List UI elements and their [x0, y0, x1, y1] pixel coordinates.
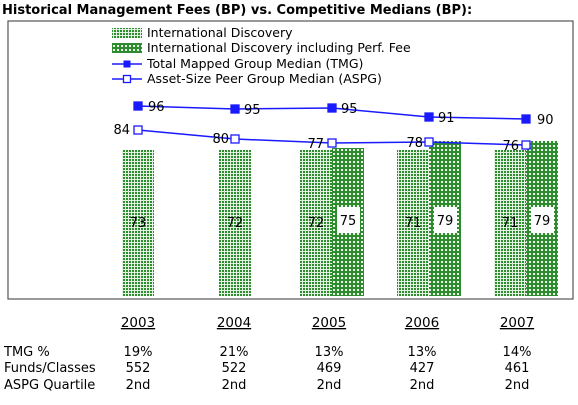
table-cell-funds-2007: 461 — [505, 361, 530, 376]
table-cell-funds-2004: 522 — [222, 361, 247, 376]
table-cell-tmg-pct-2006: 13% — [408, 345, 437, 360]
bar-label-discovery-2003: 73 — [130, 216, 147, 231]
legend: International Discovery International Di… — [112, 25, 411, 86]
marker-aspg-2004 — [230, 134, 240, 144]
legend-label-discovery-perf: International Discovery including Perf. … — [147, 40, 411, 55]
table-cell-quartile-2007: 2nd — [505, 378, 530, 393]
point-label-tmg-2006: 91 — [438, 111, 455, 126]
bar-label-box-perf-2005 — [337, 207, 360, 233]
bar-label-discovery-2004: 72 — [227, 216, 244, 231]
bar-label-discovery-2006: 71 — [405, 216, 422, 231]
point-label-aspg-2003: 84 — [113, 123, 130, 138]
point-label-aspg-2006: 78 — [406, 136, 423, 151]
table-cell-funds-2006: 427 — [410, 361, 435, 376]
table-cell-funds-2005: 469 — [317, 361, 342, 376]
table-cell-tmg-pct-2004: 21% — [220, 345, 249, 360]
table-cell-tmg-pct-2005: 13% — [315, 345, 344, 360]
bar-label-discovery-2007: 71 — [502, 216, 519, 231]
legend-label-aspg: Asset-Size Peer Group Median (ASPG) — [147, 71, 382, 86]
marker-tmg-2005 — [327, 103, 337, 113]
point-label-aspg-2007: 76 — [502, 139, 519, 154]
marker-aspg-2005 — [327, 138, 337, 148]
category-label-2005: 2005 — [312, 315, 346, 331]
table-cell-funds-2003: 552 — [126, 361, 151, 376]
point-label-tmg-2005: 95 — [341, 102, 358, 117]
bar-layer: 73 72 72 71 71 75 79 79 — [122, 141, 558, 296]
bar-label-discovery-2005: 72 — [308, 216, 325, 231]
category-label-2007: 2007 — [500, 315, 534, 331]
marker-aspg-2006 — [424, 137, 434, 147]
table-cell-quartile-2005: 2nd — [317, 378, 342, 393]
table-row-label-quartile: ASPG Quartile — [4, 378, 95, 393]
legend-swatch-discovery — [112, 28, 142, 38]
table-cell-tmg-pct-2007: 14% — [503, 345, 532, 360]
point-label-tmg-2003: 96 — [148, 100, 165, 115]
point-label-aspg-2004: 80 — [212, 132, 229, 147]
bar-discovery-2007 — [494, 150, 526, 296]
plot-frame — [7, 20, 574, 300]
table-cell-quartile-2003: 2nd — [126, 378, 151, 393]
bar-label-box-perf-2006 — [434, 207, 457, 233]
bar-discovery-2006 — [397, 150, 429, 296]
point-label-tmg-2004: 95 — [244, 103, 261, 118]
marker-tmg-2007 — [521, 114, 531, 124]
legend-label-discovery: International Discovery — [147, 25, 293, 40]
marker-tmg-2004 — [230, 104, 240, 114]
data-table: TMG % Funds/Classes ASPG Quartile 19% 21%… — [3, 345, 531, 393]
table-cell-tmg-pct-2003: 19% — [124, 345, 153, 360]
legend-marker-aspg — [122, 74, 132, 84]
category-label-2006: 2006 — [405, 315, 439, 331]
table-row-label-tmg-pct: TMG % — [3, 345, 50, 360]
point-label-aspg-2005: 77 — [307, 137, 324, 152]
bar-label-perf-2006: 79 — [437, 214, 454, 229]
marker-tmg-2003 — [133, 101, 143, 111]
table-row-label-funds: Funds/Classes — [4, 361, 96, 376]
category-axis: 2003 2004 2005 2006 2007 — [121, 315, 534, 331]
bar-discovery-2005 — [300, 150, 332, 296]
bar-label-box-perf-2007 — [531, 207, 554, 233]
bar-label-perf-2005: 75 — [340, 214, 357, 229]
marker-aspg-2003 — [133, 125, 143, 135]
table-cell-quartile-2004: 2nd — [222, 378, 247, 393]
category-label-2004: 2004 — [217, 315, 251, 331]
legend-label-tmg: Total Mapped Group Median (TMG) — [146, 56, 363, 71]
category-label-2003: 2003 — [121, 315, 155, 331]
legend-swatch-discovery-perf — [112, 43, 142, 53]
bar-discovery-2003 — [122, 150, 154, 296]
legend-marker-tmg — [123, 60, 131, 68]
line-layer: 96 95 95 91 90 84 80 77 78 76 — [113, 100, 553, 154]
bar-discovery-2004 — [219, 150, 251, 296]
marker-tmg-2006 — [424, 112, 434, 122]
chart-title: Historical Management Fees (BP) vs. Comp… — [2, 3, 472, 18]
point-label-tmg-2007: 90 — [537, 113, 554, 128]
bar-label-perf-2007: 79 — [534, 214, 551, 229]
table-cell-quartile-2006: 2nd — [410, 378, 435, 393]
marker-aspg-2007 — [521, 140, 531, 150]
